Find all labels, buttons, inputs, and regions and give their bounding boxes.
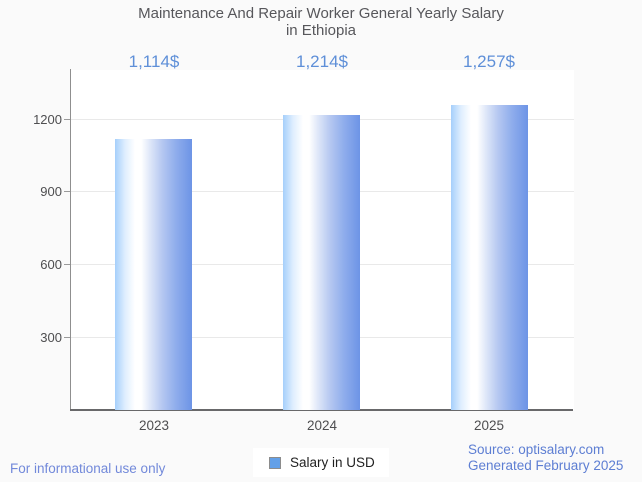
source-text: Source: optisalary.com: [468, 442, 605, 457]
x-axis-label: 2023: [138, 418, 170, 433]
y-axis-tick: [64, 119, 70, 120]
source-block: Source: optisalary.com Generated Februar…: [468, 442, 623, 474]
chart-title: Maintenance And Repair Worker General Ye…: [0, 5, 642, 39]
chart-title-line2: in Ethiopia: [285, 22, 357, 39]
y-axis-label: 300: [40, 330, 62, 345]
disclaimer-text: For informational use only: [10, 461, 166, 476]
bar-value-label: 1,114$: [128, 52, 180, 71]
y-axis-label: 600: [40, 257, 62, 272]
legend-swatch-icon: [269, 456, 281, 469]
x-axis-label: 2025: [473, 418, 505, 433]
bar-2024: [283, 115, 360, 410]
bar-2025: [451, 105, 528, 410]
generated-text: Generated February 2025: [468, 458, 624, 473]
y-axis-tick: [64, 191, 70, 192]
y-axis-tick: [64, 264, 70, 265]
y-axis-tick: [64, 337, 70, 338]
x-axis-label: 2024: [306, 418, 338, 433]
legend-label: Salary in USD: [290, 455, 375, 470]
y-axis-label: 1200: [33, 112, 62, 127]
bar-value-label: 1,257$: [463, 52, 515, 71]
x-axis-line: [70, 409, 573, 411]
bar-value-label: 1,214$: [296, 52, 348, 71]
y-axis-line: [70, 69, 71, 410]
legend: Salary in USD: [253, 448, 389, 477]
bar-2023: [115, 139, 192, 410]
chart-title-line1: Maintenance And Repair Worker General Ye…: [138, 5, 504, 22]
y-axis-label: 900: [40, 184, 62, 199]
